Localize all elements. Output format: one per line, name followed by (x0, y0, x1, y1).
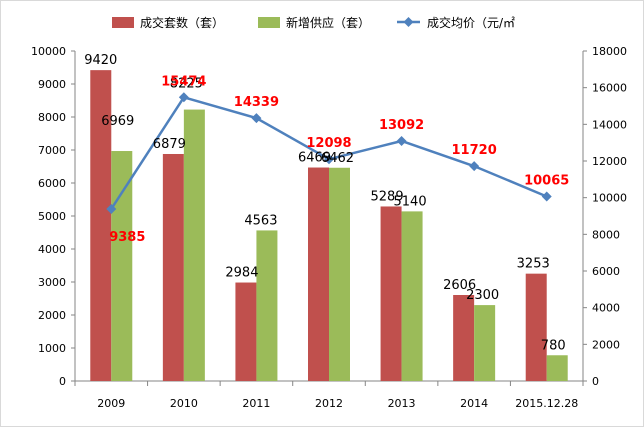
x-tick-label: 2011 (242, 397, 270, 410)
bar-series (90, 70, 568, 381)
data-label-deals: 6879 (153, 137, 186, 152)
x-tick-label: 2013 (388, 397, 416, 410)
y-left-tick-label: 5000 (38, 210, 66, 223)
data-label-supply: 6462 (321, 151, 354, 166)
y-left-tick-label: 8000 (38, 111, 66, 124)
y-left-tick-label: 3000 (38, 276, 66, 289)
data-label-deals: 9420 (84, 53, 117, 68)
y-left-tick-label: 7000 (38, 144, 66, 157)
bar-deals (162, 153, 184, 381)
bar-supply (256, 230, 278, 381)
price-marker (178, 92, 189, 103)
x-tick-label: 2010 (170, 397, 198, 410)
data-label-supply: 8225 (170, 77, 203, 92)
y-left-tick-label: 2000 (38, 309, 66, 322)
bar-supply (111, 151, 133, 381)
x-tick-label: 2012 (315, 397, 343, 410)
y-left-tick-label: 6000 (38, 177, 66, 190)
price-marker (324, 154, 334, 165)
bar-supply (546, 355, 568, 381)
y-left-tick-label: 4000 (38, 243, 66, 256)
y-right-tick-label: 4000 (592, 302, 620, 315)
y-right-tick-label: 2000 (592, 338, 620, 351)
data-label-price: 10065 (524, 173, 569, 188)
y-left-tick-label: 9000 (38, 78, 66, 91)
x-tick-label: 2014 (460, 397, 488, 410)
data-label-supply: 780 (541, 338, 566, 353)
bar-deals (308, 167, 329, 381)
y-right-tick-label: 6000 (592, 265, 620, 278)
data-label-price: 11720 (452, 143, 497, 158)
data-label-deals: 6469 (298, 151, 331, 166)
legend-swatch-deals (112, 17, 134, 28)
bar-deals (453, 295, 475, 381)
data-label-price: 15474 (161, 74, 206, 89)
y-left-tick-label: 1000 (38, 342, 66, 355)
data-label-deals: 5289 (371, 189, 404, 204)
y-right-tick-label: 16000 (592, 82, 627, 95)
legend-label-deals: 成交套数（套） (140, 15, 224, 30)
price-marker (541, 191, 552, 202)
data-label-supply: 4563 (244, 213, 277, 228)
bar-supply (329, 167, 350, 381)
y-left-tick-label: 0 (59, 375, 66, 388)
y-right-tick-label: 14000 (592, 118, 627, 131)
axes: 0 1000 2000 3000 4000 5000 6000 7000 8000 9000 100… (31, 45, 627, 410)
y-right-tick-label: 0 (592, 375, 599, 388)
price-marker (106, 203, 117, 214)
data-label-price: 13092 (379, 118, 424, 133)
line-series (106, 92, 552, 214)
data-label-price: 14339 (234, 95, 279, 110)
bar-deals (380, 206, 402, 381)
price-marker (251, 113, 262, 124)
y-right-tick-label: 18000 (592, 45, 627, 58)
bar-supply (401, 211, 423, 381)
legend: 成交套数（套） 新增供应（套） 成交均价（元/㎡ (112, 15, 515, 30)
data-label-supply: 2300 (466, 288, 499, 303)
data-label-deals: 3253 (517, 257, 550, 272)
data-label-deals: 2984 (225, 266, 258, 281)
bar-deals (235, 282, 257, 381)
legend-label-price: 成交均价（元/㎡ (427, 15, 515, 30)
legend-label-supply: 新增供应（套） (286, 15, 370, 30)
data-label-deals: 2606 (443, 278, 476, 293)
price-marker (469, 161, 480, 172)
data-label-price: 12098 (306, 136, 351, 151)
bar-deals (90, 70, 112, 381)
legend-swatch-supply (258, 17, 280, 28)
x-tick-label: 2015.12.28 (515, 397, 578, 410)
data-label-supply: 6969 (101, 114, 134, 129)
legend-marker-price (403, 17, 414, 27)
data-label-supply: 5140 (394, 194, 427, 209)
bar-supply (474, 305, 496, 381)
y-left-tick-label: 10000 (31, 45, 66, 58)
y-right-tick-label: 12000 (592, 155, 627, 168)
data-label-price: 9385 (109, 230, 145, 245)
y-right-tick-label: 8000 (592, 228, 620, 241)
bar-supply (183, 109, 205, 381)
bar-deals (525, 273, 547, 381)
price-marker (396, 135, 407, 146)
y-right-tick-label: 10000 (592, 192, 627, 205)
x-tick-label: 2009 (97, 397, 125, 410)
